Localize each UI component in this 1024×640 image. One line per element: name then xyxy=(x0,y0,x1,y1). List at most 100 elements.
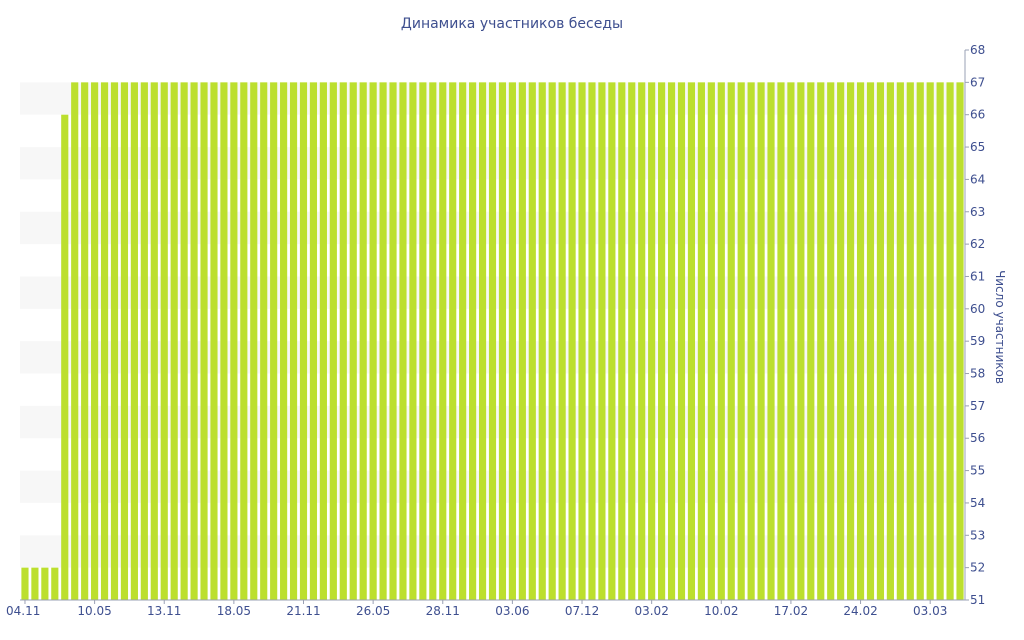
bar xyxy=(906,82,914,600)
bar xyxy=(936,82,944,600)
x-axis: 04.11 10.05 13.11 18.05 21.11 26.05 28.11 03.06… xyxy=(6,599,965,618)
bar xyxy=(618,82,626,600)
bar xyxy=(359,82,367,600)
x-tick-label: 17.02 xyxy=(774,604,808,618)
y-tick-label: 56 xyxy=(970,431,985,445)
bar xyxy=(498,82,507,600)
y-tick-label: 68 xyxy=(970,43,985,57)
bar xyxy=(379,82,387,600)
bar xyxy=(488,82,497,600)
y-tick-label: 65 xyxy=(970,140,985,154)
bar xyxy=(658,82,666,600)
bar xyxy=(916,82,924,600)
bar xyxy=(787,82,795,600)
bar xyxy=(81,82,89,600)
bar xyxy=(280,82,288,600)
bar xyxy=(478,82,487,600)
y-tick-label: 51 xyxy=(970,593,985,607)
bar xyxy=(797,82,805,600)
y-axis-label: Число участников xyxy=(993,270,1007,384)
bar xyxy=(140,82,148,600)
y-tick-label: 61 xyxy=(970,269,985,283)
bar xyxy=(110,82,119,600)
bar xyxy=(419,82,427,600)
bar xyxy=(21,567,29,600)
y-tick-label: 57 xyxy=(970,399,985,413)
bar xyxy=(568,82,576,600)
bar xyxy=(538,82,546,600)
y-tick-label: 67 xyxy=(970,75,985,89)
bar xyxy=(896,82,904,600)
x-tick-label: 26.05 xyxy=(356,604,390,618)
y-tick-label: 59 xyxy=(970,334,985,348)
y-axis: 51 52 53 54 55 56 57 58 59 60 61 62 63 64 65 66 67 68 xyxy=(964,43,985,607)
y-tick-label: 60 xyxy=(970,302,985,316)
y-tick-label: 52 xyxy=(970,561,985,575)
bar xyxy=(150,82,158,600)
bar xyxy=(727,82,735,600)
x-tick-label: 03.02 xyxy=(634,604,668,618)
bar xyxy=(230,82,238,600)
bar xyxy=(200,82,208,600)
x-tick-label: 24.02 xyxy=(843,604,877,618)
y-tick-label: 62 xyxy=(970,237,985,251)
x-tick-label: 28.11 xyxy=(426,604,460,618)
bar xyxy=(130,82,138,600)
x-tick-label: 21.11 xyxy=(286,604,320,618)
bar xyxy=(469,82,477,600)
bar xyxy=(638,82,646,600)
bar xyxy=(61,114,69,601)
bar xyxy=(399,82,407,600)
bar xyxy=(329,82,337,600)
bar xyxy=(648,82,656,600)
bar xyxy=(777,82,785,600)
bar xyxy=(210,82,218,600)
bar xyxy=(687,82,696,600)
chart-title: Динамика участников беседы xyxy=(401,16,623,32)
bar xyxy=(926,82,934,600)
bar xyxy=(528,82,536,600)
bar xyxy=(856,82,865,600)
bar xyxy=(289,82,298,600)
bar xyxy=(369,82,377,600)
bar xyxy=(250,82,258,600)
bar xyxy=(51,567,59,600)
bar xyxy=(389,82,397,600)
bar xyxy=(847,82,855,600)
bar xyxy=(100,82,109,600)
x-tick-label: 03.06 xyxy=(495,604,529,618)
bar-series xyxy=(21,82,964,601)
bar xyxy=(170,82,178,600)
bar xyxy=(827,82,835,600)
bar xyxy=(120,82,129,600)
x-tick-label: 07.12 xyxy=(565,604,599,618)
bar xyxy=(707,82,715,600)
bar xyxy=(91,82,99,600)
bar xyxy=(588,82,596,600)
bar xyxy=(946,82,954,600)
x-tick-label: 18.05 xyxy=(217,604,251,618)
bar xyxy=(608,82,616,600)
x-tick-label: 03.03 xyxy=(913,604,947,618)
bar xyxy=(429,82,437,600)
bar xyxy=(677,82,686,600)
bar xyxy=(409,82,417,600)
y-tick-label: 54 xyxy=(970,496,985,510)
bar xyxy=(349,82,357,600)
x-tick-label: 13.11 xyxy=(147,604,181,618)
bar xyxy=(508,82,516,600)
bar xyxy=(240,82,248,600)
bar xyxy=(717,82,725,600)
bar xyxy=(190,82,198,600)
bar xyxy=(439,82,447,600)
x-tick-label: 10.05 xyxy=(77,604,111,618)
bar xyxy=(518,82,526,600)
bar xyxy=(757,82,765,600)
bar xyxy=(309,82,318,600)
bar xyxy=(876,82,885,600)
y-tick-label: 55 xyxy=(970,464,985,478)
bar xyxy=(578,82,586,600)
bar xyxy=(767,82,775,600)
y-tick-label: 64 xyxy=(970,172,985,186)
